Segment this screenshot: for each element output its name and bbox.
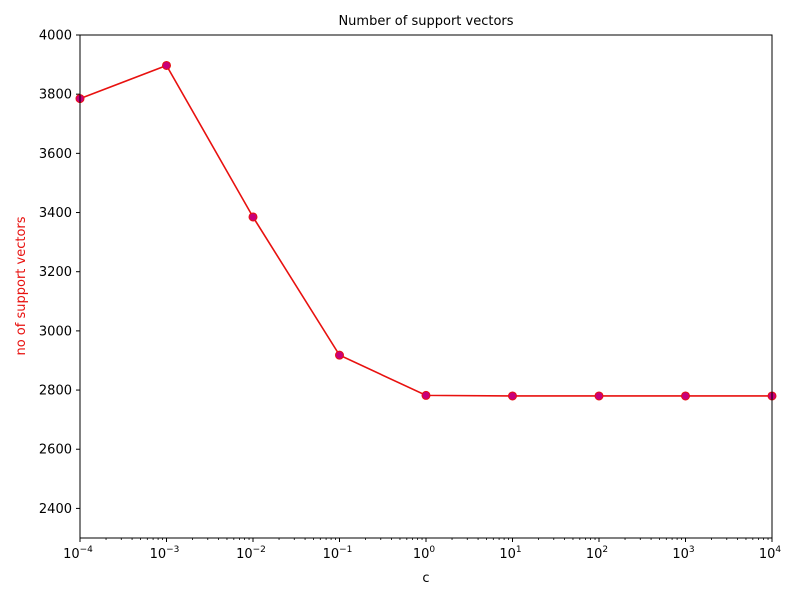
x-tick-label: 10−1	[323, 545, 353, 562]
y-tick-label: 3200	[39, 265, 72, 280]
x-tick-label: 10−4	[63, 545, 93, 562]
y-tick-label: 4000	[39, 29, 72, 44]
x-tick-exponent: −4	[80, 545, 94, 555]
y-tick-label: 3400	[39, 206, 72, 221]
x-tick-exponent: 1	[516, 545, 522, 555]
x-tick-label: 102	[586, 545, 608, 562]
x-tick-base: 10	[672, 547, 689, 562]
x-tick-base: 10	[586, 547, 603, 562]
data-point	[162, 60, 171, 70]
x-tick-label: 104	[759, 545, 782, 562]
x-tick-exponent: 0	[429, 545, 435, 555]
data-point	[421, 390, 431, 400]
plot-series	[75, 60, 777, 401]
y-tick-label: 3600	[39, 147, 72, 162]
y-tick-label: 2800	[39, 384, 72, 399]
data-point	[594, 391, 604, 401]
x-tick-base: 10	[413, 547, 430, 562]
x-tick-exponent: −2	[253, 545, 266, 555]
y-tick-label: 3800	[39, 88, 72, 103]
x-tick-base: 10	[759, 547, 776, 562]
x-tick-base: 10	[499, 547, 516, 562]
data-point	[508, 391, 517, 401]
data-point	[681, 391, 690, 401]
x-tick-base: 10	[236, 547, 253, 562]
data-point	[248, 212, 258, 222]
axis-ticks: 24002600280030003200340036003800400010−4…	[39, 29, 782, 563]
x-tick-label: 10−3	[150, 545, 180, 562]
data-point	[335, 350, 344, 360]
x-tick-exponent: 4	[775, 545, 781, 555]
y-tick-label: 2600	[39, 443, 72, 458]
x-tick-exponent: 3	[689, 545, 695, 555]
x-tick-base: 10	[150, 547, 167, 562]
x-tick-exponent: 2	[602, 545, 608, 555]
y-tick-label: 3000	[39, 324, 72, 339]
x-tick-base: 10	[323, 547, 340, 562]
x-tick-label: 100	[413, 545, 436, 562]
x-tick-label: 101	[499, 545, 521, 562]
x-tick-label: 10−2	[236, 545, 266, 562]
plot-frame	[79, 34, 773, 539]
x-tick-exponent: −1	[339, 545, 352, 555]
chart-title: Number of support vectors	[338, 14, 513, 29]
x-axis-label: c	[422, 571, 429, 586]
x-tick-label: 103	[672, 545, 694, 562]
y-tick-label: 2400	[39, 502, 72, 517]
x-tick-base: 10	[63, 547, 80, 562]
x-tick-exponent: −3	[166, 545, 179, 555]
y-axis-label: no of support vectors	[14, 216, 29, 355]
